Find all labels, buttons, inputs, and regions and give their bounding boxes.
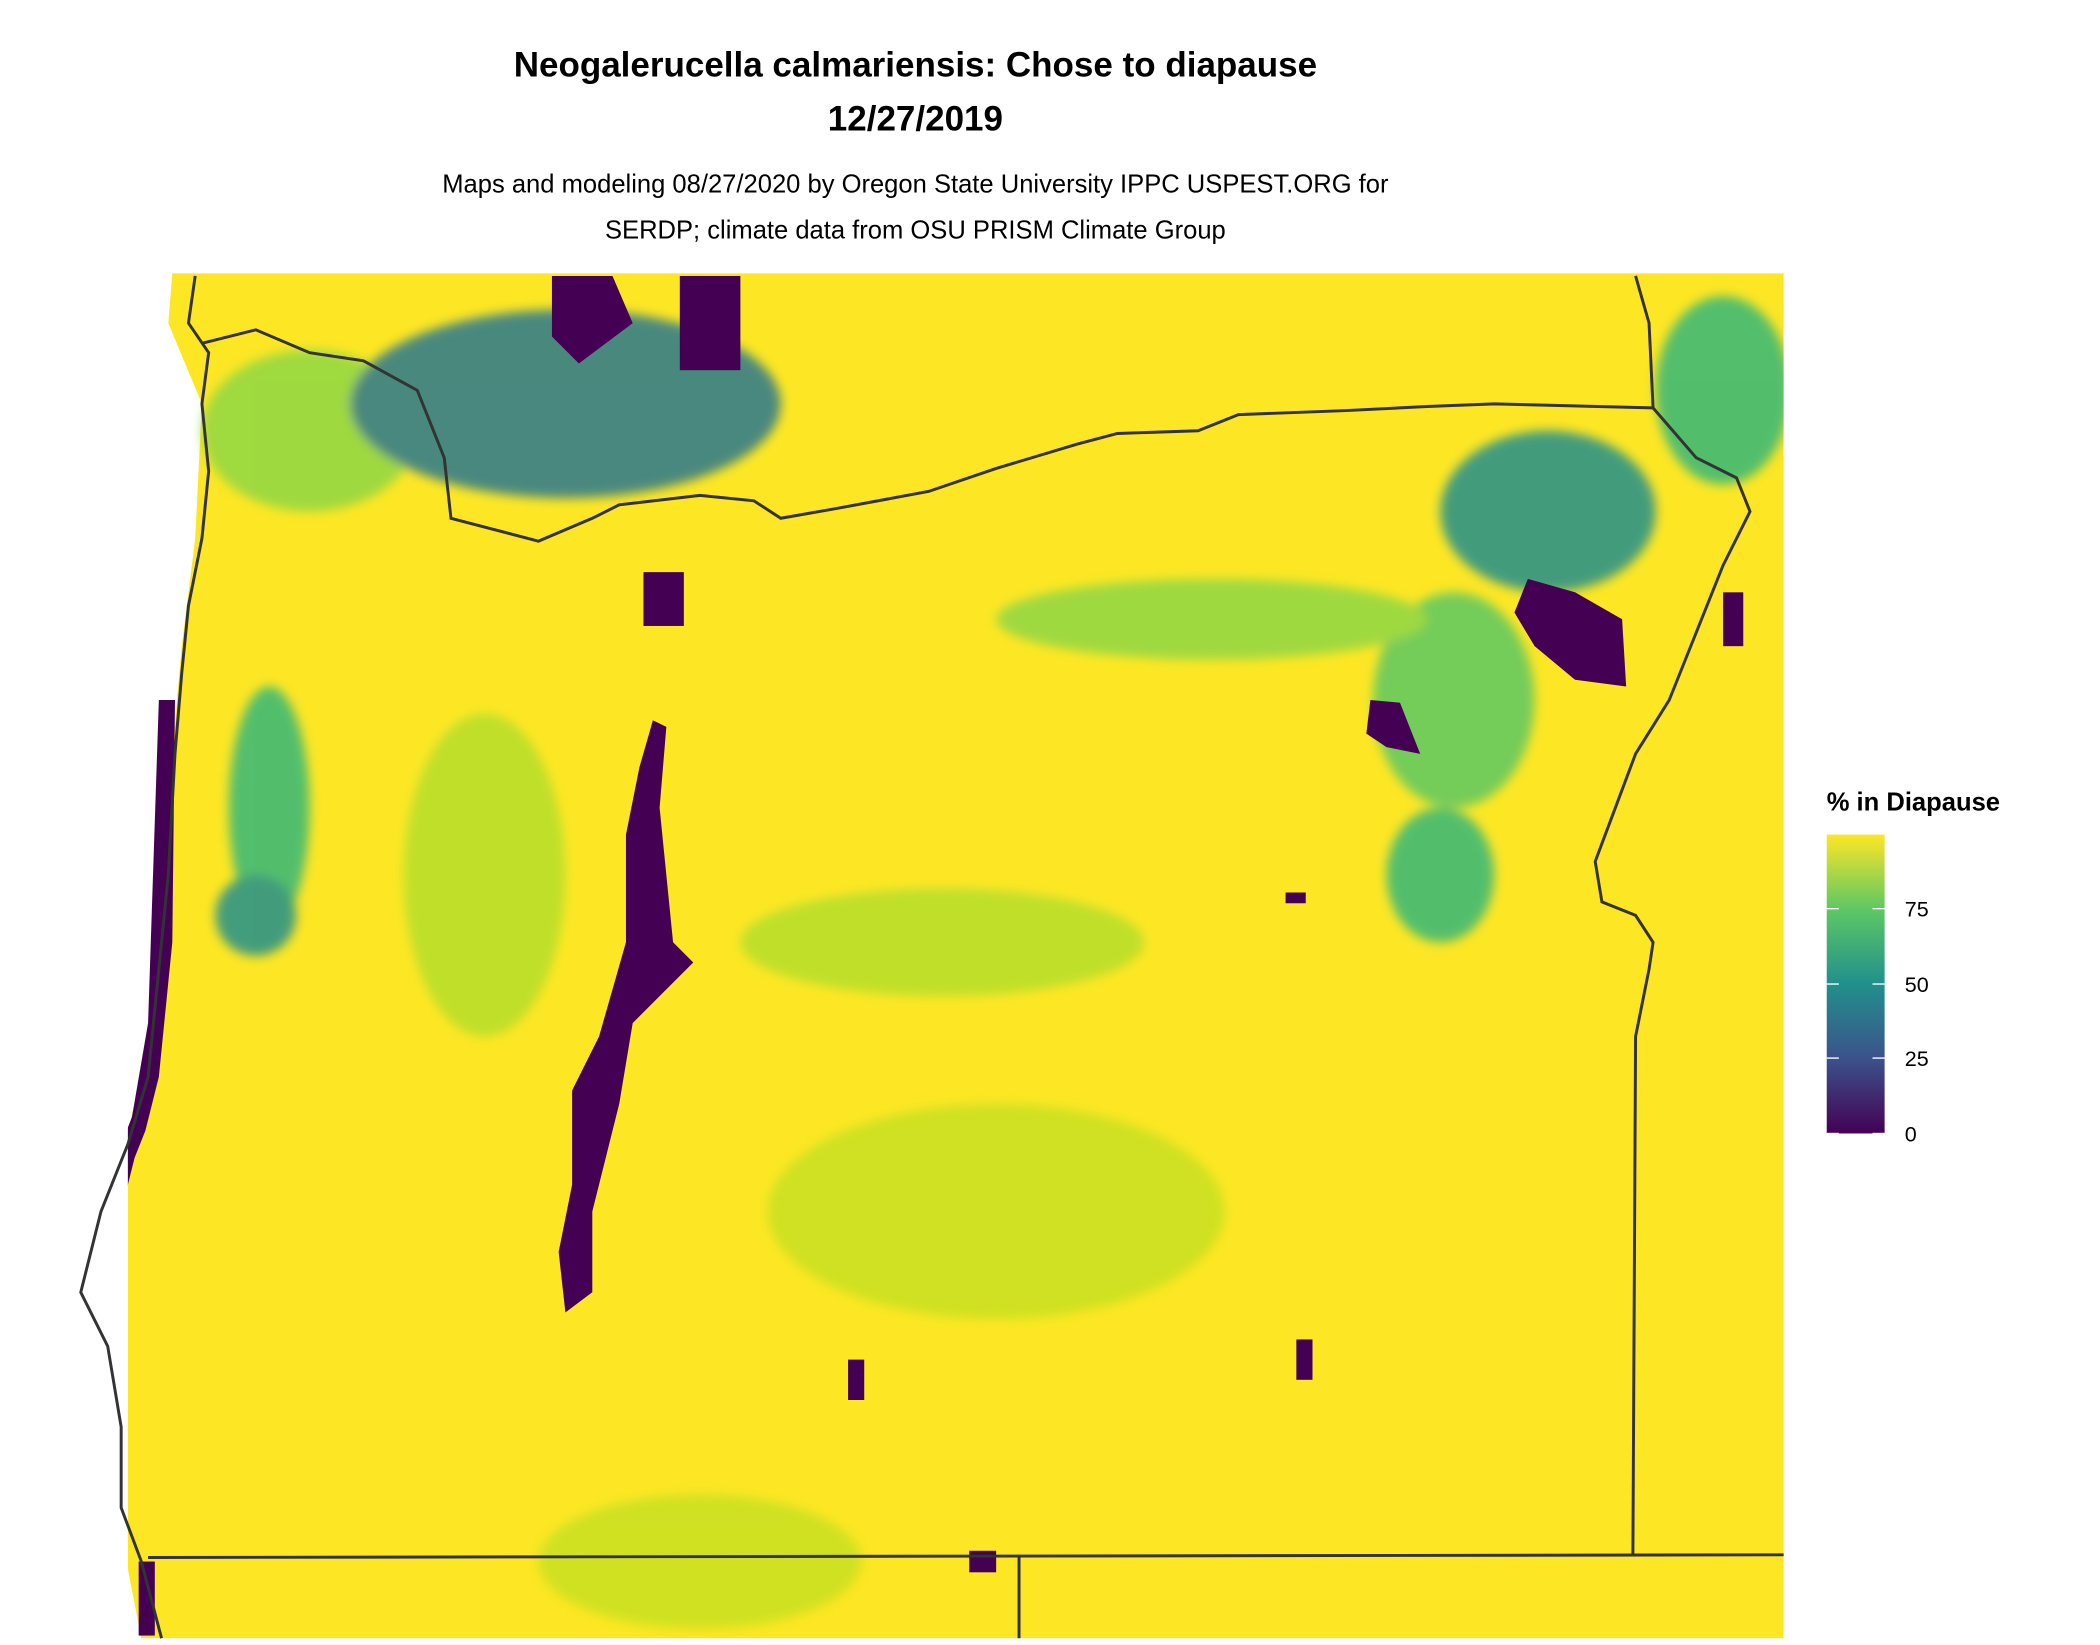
oregon-southern-border: [148, 1553, 1784, 1559]
legend-title: % in Diapause: [1827, 788, 2000, 816]
legend-tick-0: 0: [1905, 1123, 1917, 1147]
coastline: [79, 275, 211, 1639]
map-title: Neogalerucella calmariensis: Chose to di…: [514, 46, 1317, 85]
map-date: 12/27/2019: [828, 100, 1003, 139]
legend-tick-75: 75: [1905, 898, 1929, 922]
legend-tick-25: 25: [1905, 1047, 1929, 1071]
map-subtitle-line2: SERDP; climate data from OSU PRISM Clima…: [605, 216, 1226, 244]
oregon-idaho-border: [1593, 275, 1752, 1555]
color-legend: % in Diapause 0 25 50 75: [1826, 788, 2000, 1147]
raster-layer: [127, 273, 1784, 1639]
oregon-washington-border: [201, 328, 1654, 543]
low-diapause-cells: [127, 275, 1744, 1636]
legend-tick-50: 50: [1905, 973, 1929, 997]
green-zones: [201, 296, 1784, 1629]
state-borders: [79, 275, 1784, 1639]
map-subtitle-line1: Maps and modeling 08/27/2020 by Oregon S…: [442, 171, 1389, 199]
